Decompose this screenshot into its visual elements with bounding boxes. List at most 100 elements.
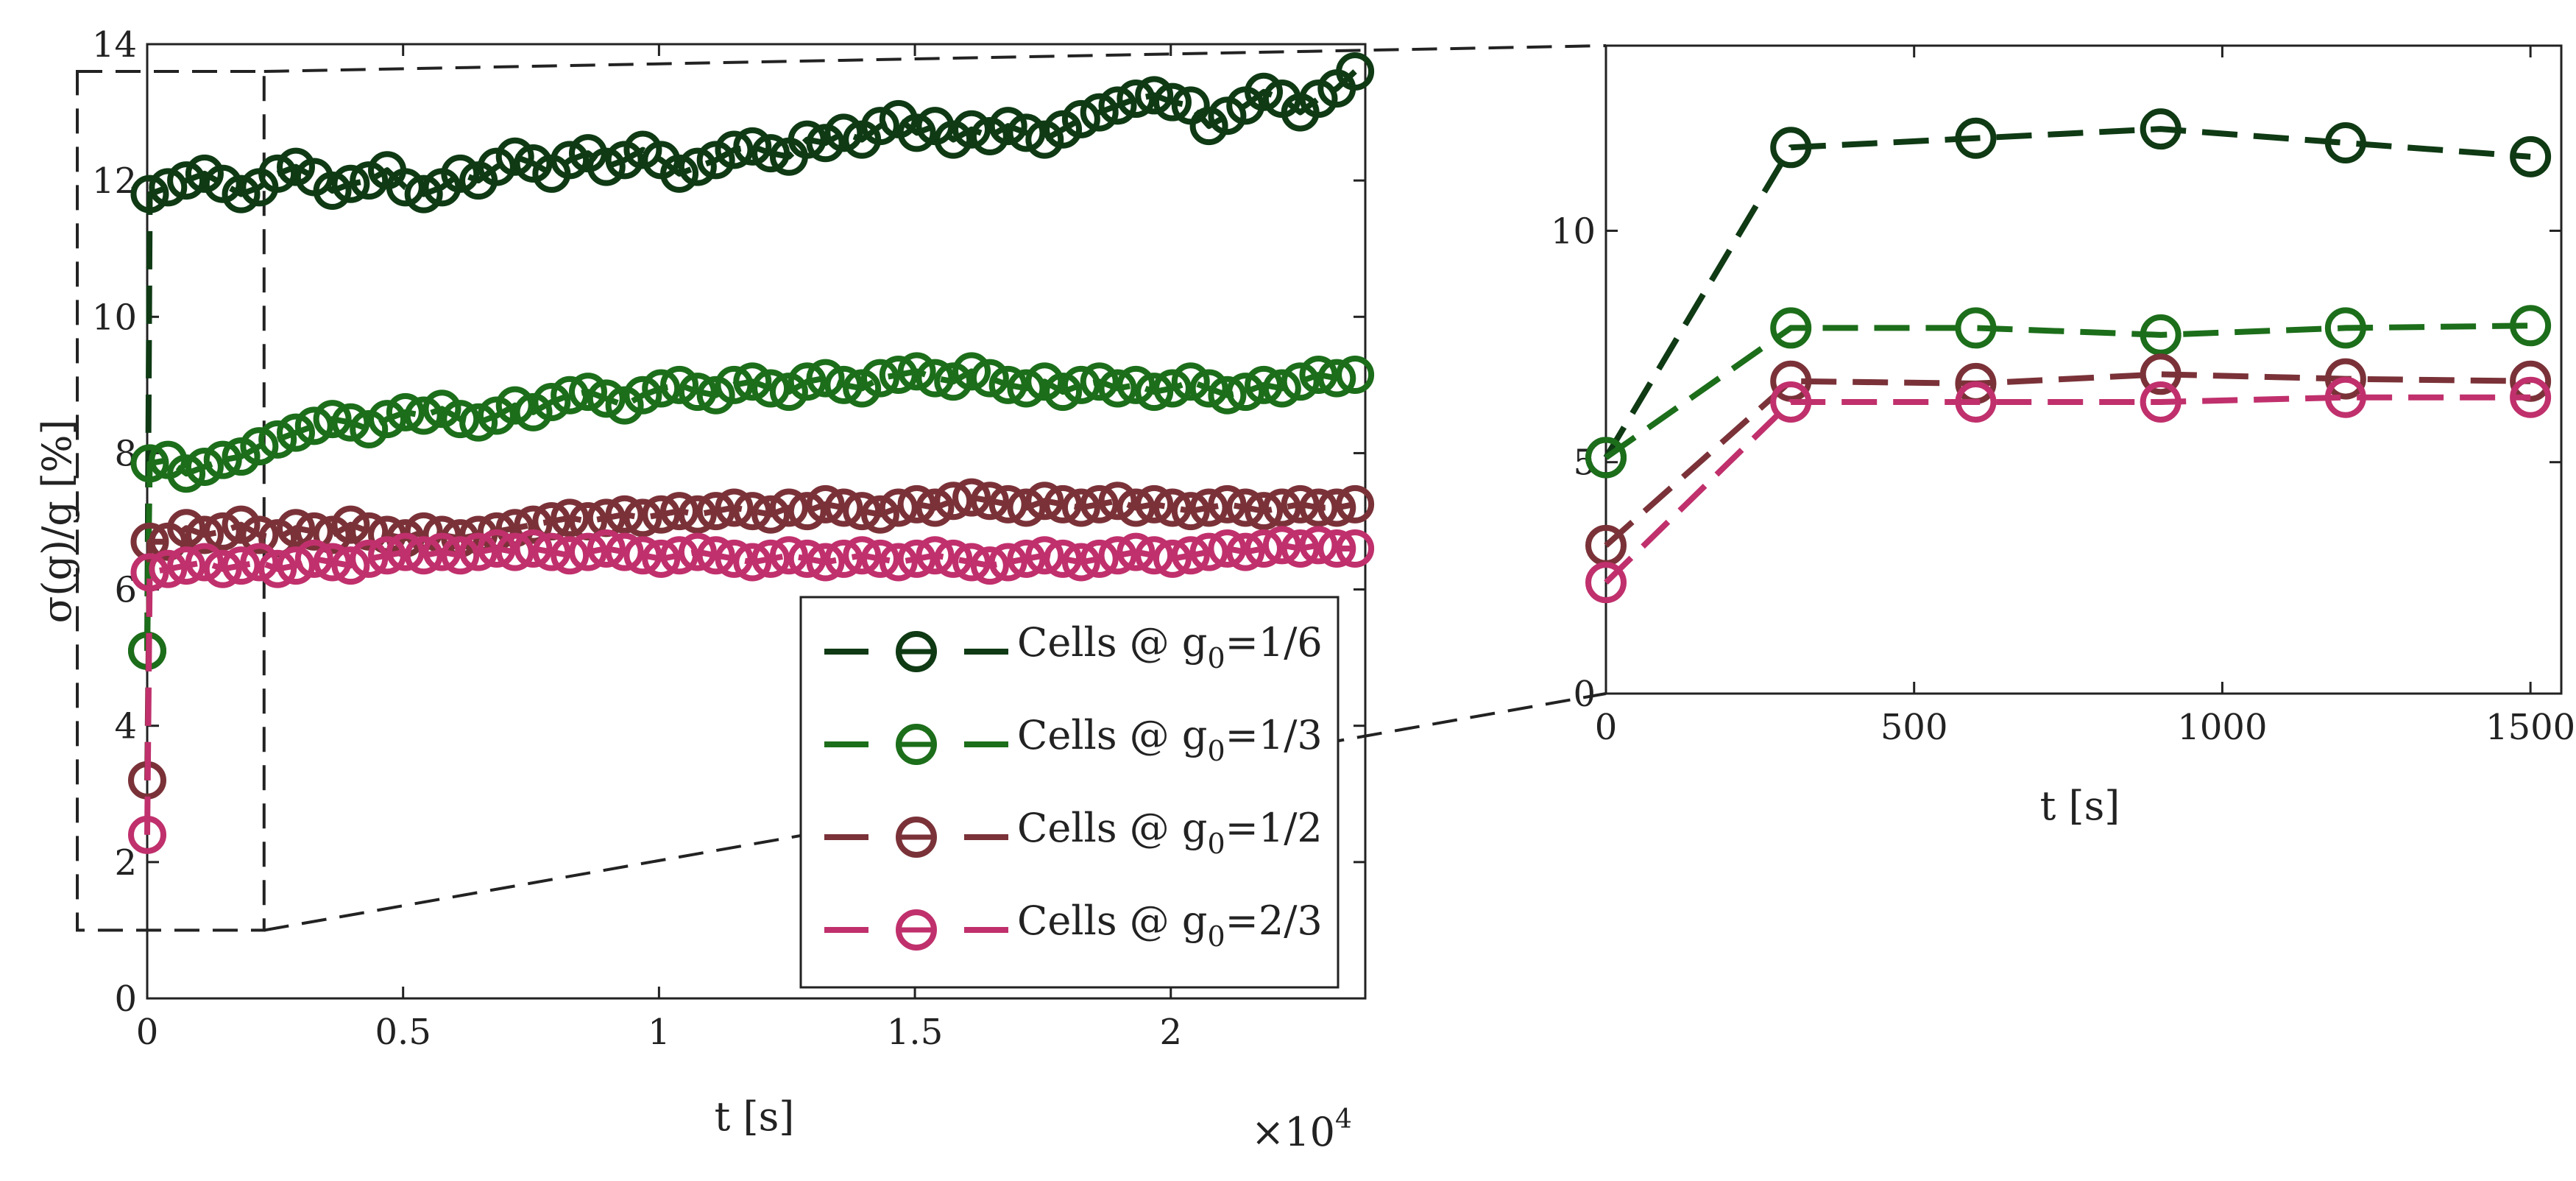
main-point-g0-2-3 <box>788 539 827 578</box>
main-point-g0-1-3 <box>441 400 480 439</box>
main-x-tick-label: 2 <box>1159 1012 1182 1053</box>
main-point-g0-2-3 <box>934 539 973 578</box>
main-point-g0-2-3 <box>824 539 863 578</box>
main-point-g0-1-6 <box>824 113 863 152</box>
main-point-g0-1-3 <box>495 386 534 425</box>
main-point-g0-2-3 <box>1098 536 1137 575</box>
legend-label-subscript: 0 <box>1207 828 1225 860</box>
main-point-g0-2-3 <box>441 536 480 575</box>
legend-label-suffix: =2/3 <box>1225 898 1323 944</box>
main-point-g0-1-6 <box>623 130 662 169</box>
main-point-g0-1-3 <box>843 369 882 408</box>
main-point-g0-1-2 <box>1262 488 1301 527</box>
main-point-g0-1-3 <box>185 447 224 486</box>
main-point-g0-1-2 <box>788 492 827 531</box>
main-point-g0-2-3 <box>1007 539 1046 578</box>
main-point-g0-1-2 <box>751 495 790 534</box>
main-point-g0-2-3 <box>1299 526 1338 565</box>
main-point-g0-1-2 <box>203 512 242 551</box>
legend-label-suffix: =1/2 <box>1225 805 1323 851</box>
main-point-g0-1-2 <box>605 495 644 534</box>
main-point-g0-1-6 <box>441 154 480 193</box>
x-axis-multiplier-exponent: 4 <box>1335 1104 1352 1135</box>
main-point-g0-1-6 <box>276 147 315 186</box>
main-point-g0-1-3 <box>240 427 279 466</box>
main-plot-x-label: t [s] <box>715 1093 795 1140</box>
main-point-g0-2-3 <box>715 539 754 578</box>
legend-label-subscript: 0 <box>1207 920 1225 953</box>
main-point-g0-1-6 <box>477 147 516 186</box>
main-point-g0-1-2 <box>1336 484 1375 523</box>
legend-label-suffix: =1/6 <box>1225 619 1323 666</box>
legend-label: Cells @ g0=1/2 <box>1017 805 1323 860</box>
zoom-line-g0-2-3 <box>1604 394 2531 585</box>
main-point-g0-1-3 <box>897 352 936 391</box>
main-point-g0-1-3 <box>934 362 973 401</box>
main-point-g0-1-6 <box>185 154 224 193</box>
main-point-g0-2-3 <box>806 543 845 582</box>
main-point-g0-1-2 <box>240 515 279 554</box>
main-point-g0-1-6 <box>970 116 1009 155</box>
main-point-g0-1-3 <box>788 362 827 401</box>
legend-label: Cells @ g0=1/3 <box>1017 712 1323 767</box>
main-point-g0-2-3 <box>1080 539 1119 578</box>
main-point-g0-1-6 <box>404 174 443 214</box>
main-point-g0-1-3 <box>1317 359 1356 398</box>
legend-label-prefix: Cells @ g <box>1017 898 1207 944</box>
legend-label-prefix: Cells @ g <box>1017 805 1207 851</box>
main-point-g0-1-2 <box>1226 488 1265 527</box>
main-point-g0-1-6 <box>386 168 425 207</box>
main-point-g0-1-6 <box>1189 107 1228 146</box>
main-point-g0-1-2 <box>1098 482 1137 521</box>
main-point-g0-1-3 <box>203 440 242 479</box>
main-point-g0-1-3 <box>1262 369 1301 408</box>
main-point-g0-2-3 <box>551 536 590 575</box>
zoom-point-g0-2-3 <box>2510 376 2552 418</box>
main-point-g0-1-3 <box>1226 373 1265 412</box>
main-point-g0-1-2 <box>769 488 808 527</box>
zoom-point-g0-1-3 <box>2510 305 2552 347</box>
main-point-g0-1-3 <box>422 389 461 429</box>
main-point-g0-1-2 <box>276 509 315 548</box>
main-point-g0-1-2 <box>623 498 662 537</box>
main-point-g0-1-6 <box>988 107 1027 146</box>
main-point-g0-1-3 <box>751 369 790 408</box>
zoom-connector-top <box>263 44 1607 74</box>
main-point-g0-2-3 <box>404 536 443 575</box>
main-point-g0-1-3 <box>1189 369 1228 408</box>
zoom-line-g0-1-2 <box>1604 371 2531 548</box>
main-point-g0-1-3 <box>477 396 516 435</box>
main-point-g0-1-6 <box>678 147 717 186</box>
main-point-g0-1-2 <box>1007 488 1046 527</box>
main-y-tick-label: 14 <box>92 24 137 66</box>
zoom-y-tick-label: 0 <box>1573 674 1596 715</box>
main-point-g0-2-3 <box>860 539 899 578</box>
main-point-g0-2-3 <box>843 536 882 575</box>
main-point-g0-2-3 <box>514 529 553 568</box>
main-point-g0-1-6 <box>130 174 169 214</box>
main-point-g0-2-3 <box>916 536 955 575</box>
zoom-x-tick-label: 1000 <box>2177 707 2267 748</box>
main-point-g0-1-6 <box>1080 93 1119 132</box>
main-point-g0-1-2 <box>1044 484 1083 523</box>
zoom-point-g0-1-2 <box>2140 353 2182 395</box>
main-plot-y-label: σ(g)/g [%] <box>34 420 80 624</box>
main-point-g0-1-3 <box>1281 362 1320 401</box>
main-point-g0-2-3 <box>696 536 735 575</box>
main-point-g0-1-2 <box>1299 488 1338 527</box>
main-point-g0-1-3 <box>824 365 863 404</box>
main-point-g0-1-3 <box>222 437 261 476</box>
zoom-connector-lines <box>263 44 1607 932</box>
main-point-g0-1-3 <box>1007 369 1046 408</box>
main-point-g0-1-6 <box>605 141 644 180</box>
main-point-g0-1-2 <box>843 492 882 531</box>
main-point-g0-2-3 <box>1281 529 1320 568</box>
main-point-g0-2-3 <box>1061 543 1100 582</box>
main-series-g0-1-3 <box>128 352 1375 670</box>
legend-label: Cells @ g0=2/3 <box>1017 898 1323 953</box>
main-point-g0-1-3 <box>167 454 206 493</box>
main-point-g0-1-6 <box>1336 52 1375 91</box>
legend-label: Cells @ g0=1/6 <box>1017 619 1323 674</box>
zoom-line-g0-1-6 <box>1603 126 2531 459</box>
